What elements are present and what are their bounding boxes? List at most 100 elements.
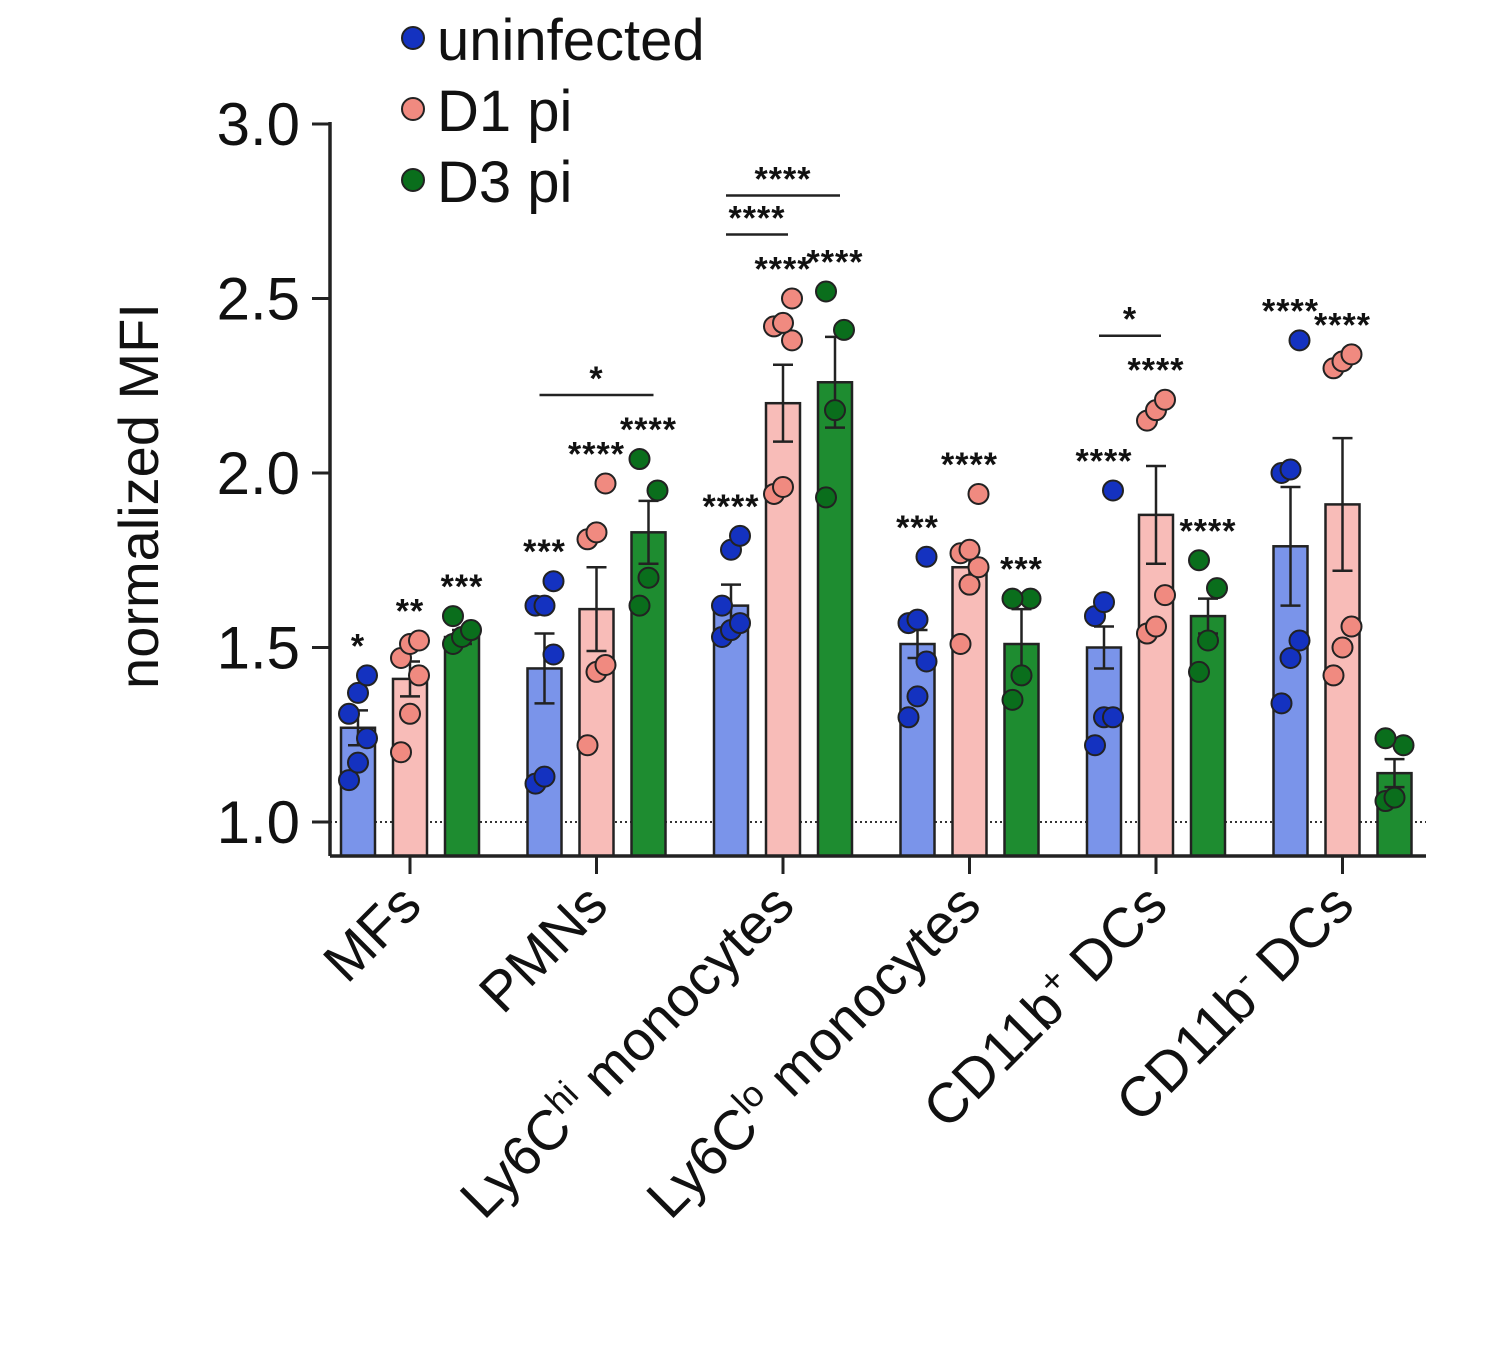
y-tick-label: 1.5 [217, 615, 300, 682]
data-point [1197, 629, 1219, 652]
data-point [594, 472, 617, 495]
bar [899, 642, 936, 858]
bar-group: **** [1262, 292, 1319, 858]
data-point [1331, 636, 1354, 659]
data-point [967, 556, 990, 579]
data-point [897, 706, 920, 729]
data-point [1322, 664, 1345, 687]
bar-group: **** [703, 488, 758, 858]
data-point [1084, 734, 1106, 757]
data-point [637, 566, 660, 589]
bar [951, 565, 988, 858]
data-point [1279, 646, 1302, 669]
bar [816, 381, 854, 858]
significance-label: **** [1180, 512, 1237, 550]
bar-group: *** [896, 509, 938, 858]
x-category-label: Ly6Chi monocytes [446, 870, 806, 1230]
data-point [408, 664, 430, 687]
bar [339, 726, 377, 858]
significance-label: **** [620, 411, 677, 449]
data-point [1374, 727, 1397, 750]
data-point [533, 594, 556, 617]
significance-label: **** [1128, 352, 1185, 390]
data-point [646, 479, 669, 502]
data-point [1001, 587, 1024, 610]
bar-group: *** [523, 533, 566, 858]
data-point [594, 653, 617, 676]
data-point [442, 605, 464, 628]
bar [764, 401, 802, 858]
y-tick-label: 2.0 [217, 440, 300, 507]
data-point [1188, 549, 1210, 572]
bar-group: **** [1180, 512, 1237, 858]
data-point [399, 702, 421, 725]
data-point [1206, 577, 1228, 600]
comparison-brackets: ********** [539, 161, 1161, 398]
data-point [1093, 591, 1115, 614]
data-point [347, 681, 369, 704]
data-point [824, 399, 846, 422]
data-point [1001, 688, 1024, 711]
bar [443, 635, 481, 858]
bar-group: ** [390, 593, 430, 858]
bar-group: **** [1128, 352, 1185, 858]
data-point [1145, 615, 1167, 638]
data-point [356, 664, 378, 687]
comparison-label: * [589, 360, 603, 398]
legend-label: D3 pi [437, 150, 572, 215]
data-point [729, 524, 751, 547]
data-point [906, 608, 929, 631]
data-point [915, 650, 938, 673]
data-point [347, 751, 369, 774]
data-point [533, 765, 556, 788]
data-point [958, 573, 981, 596]
legend-marker [401, 26, 425, 50]
significance-label: **** [1262, 292, 1319, 330]
data-point [1270, 692, 1293, 715]
data-point [585, 521, 608, 544]
data-point [967, 482, 990, 505]
legend-marker [401, 168, 425, 192]
data-point [390, 741, 412, 764]
bar-groups: ****************************************… [338, 244, 1415, 858]
data-point [1288, 329, 1311, 352]
data-point [1102, 706, 1124, 729]
significance-label: *** [523, 533, 566, 571]
data-point [1102, 479, 1124, 502]
data-point [1288, 629, 1311, 652]
bar-group: **** [1076, 442, 1131, 858]
data-point [711, 594, 733, 617]
y-tick-label: 2.5 [217, 266, 300, 333]
data-point [1188, 660, 1210, 683]
significance-label: *** [441, 568, 484, 606]
data-point [906, 685, 929, 708]
bar-group: **** [1314, 306, 1370, 858]
data-point [1340, 615, 1363, 638]
data-point [781, 329, 803, 352]
y-tick-label: 1.0 [217, 789, 300, 856]
bar [1137, 513, 1175, 858]
bar-group: **** [620, 411, 677, 858]
data-point [772, 311, 794, 334]
legend-label: D1 pi [437, 79, 572, 144]
data-point [781, 287, 803, 310]
data-point [1279, 458, 1302, 481]
data-point [356, 727, 378, 750]
data-point [628, 448, 651, 471]
bar-group: **** [568, 435, 624, 858]
bar-group: *** [441, 568, 484, 858]
data-point [338, 702, 360, 725]
x-category-label: Ly6Clo monocytes [632, 870, 992, 1230]
significance-label: * [351, 627, 365, 665]
data-point [1154, 388, 1176, 411]
bar-group: **** [941, 446, 997, 858]
bar-group: *** [1000, 551, 1042, 858]
legend-label: uninfected [437, 8, 705, 73]
data-point [1383, 786, 1406, 809]
bar-group [1374, 727, 1415, 858]
data-point [460, 619, 482, 642]
comparison-label: **** [755, 161, 812, 199]
